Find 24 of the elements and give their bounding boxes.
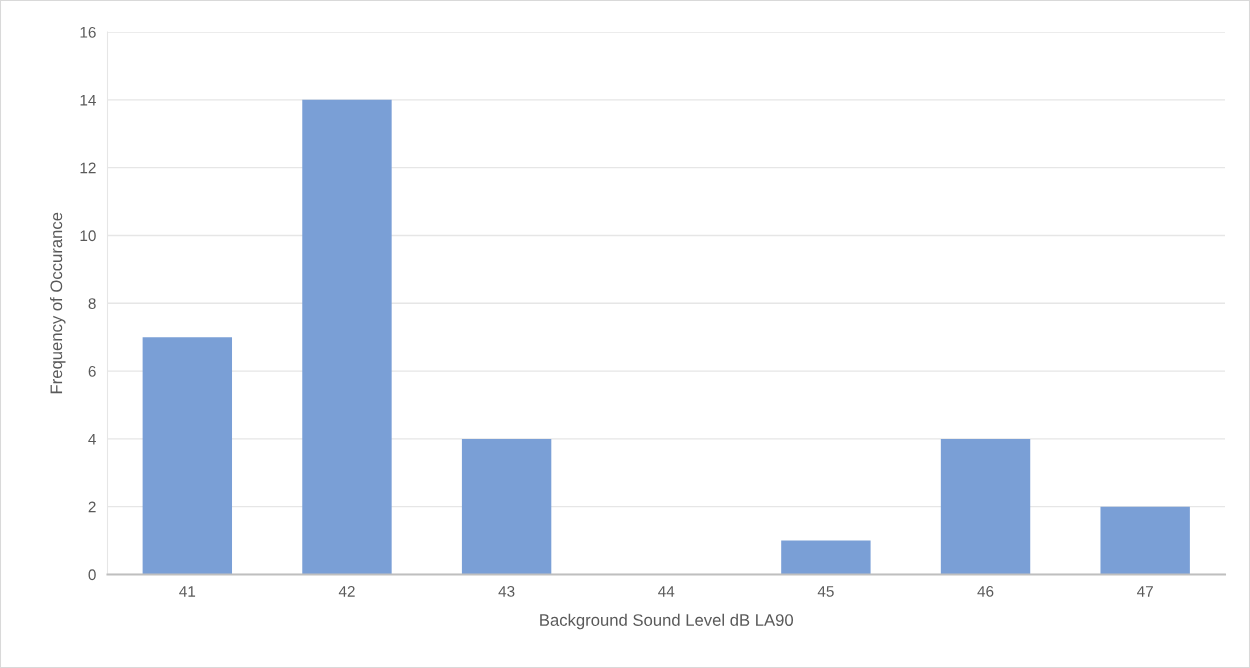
- x-tick-label: 41: [179, 586, 196, 597]
- y-tick-label: 6: [88, 365, 96, 377]
- y-tick-label: 12: [80, 162, 96, 174]
- y-axis-title: Frequency of Occurance: [49, 212, 66, 394]
- y-tick-label: 2: [88, 501, 96, 513]
- bar: [940, 438, 1031, 575]
- y-tick-label: 16: [80, 26, 96, 38]
- x-tick-label: 47: [1137, 586, 1153, 597]
- y-tick-label: 10: [80, 230, 96, 242]
- bar: [1100, 506, 1190, 575]
- x-tick-label: 46: [977, 585, 994, 597]
- y-tick-label: 0: [88, 569, 96, 581]
- x-axis-title: Background Sound Level dB LA90: [540, 613, 794, 630]
- y-tick-label: 8: [88, 298, 96, 309]
- x-tick-label: 43: [498, 585, 515, 597]
- y-tick-label: 14: [80, 94, 96, 106]
- x-tick-label: 42: [338, 585, 355, 597]
- x-tick-label: 44: [658, 586, 675, 597]
- y-tick-label: 4: [88, 433, 96, 445]
- bar: [302, 99, 392, 575]
- bar: [142, 337, 233, 575]
- bar: [461, 438, 552, 575]
- x-tick-label: 45: [817, 586, 834, 597]
- bar: [781, 540, 871, 575]
